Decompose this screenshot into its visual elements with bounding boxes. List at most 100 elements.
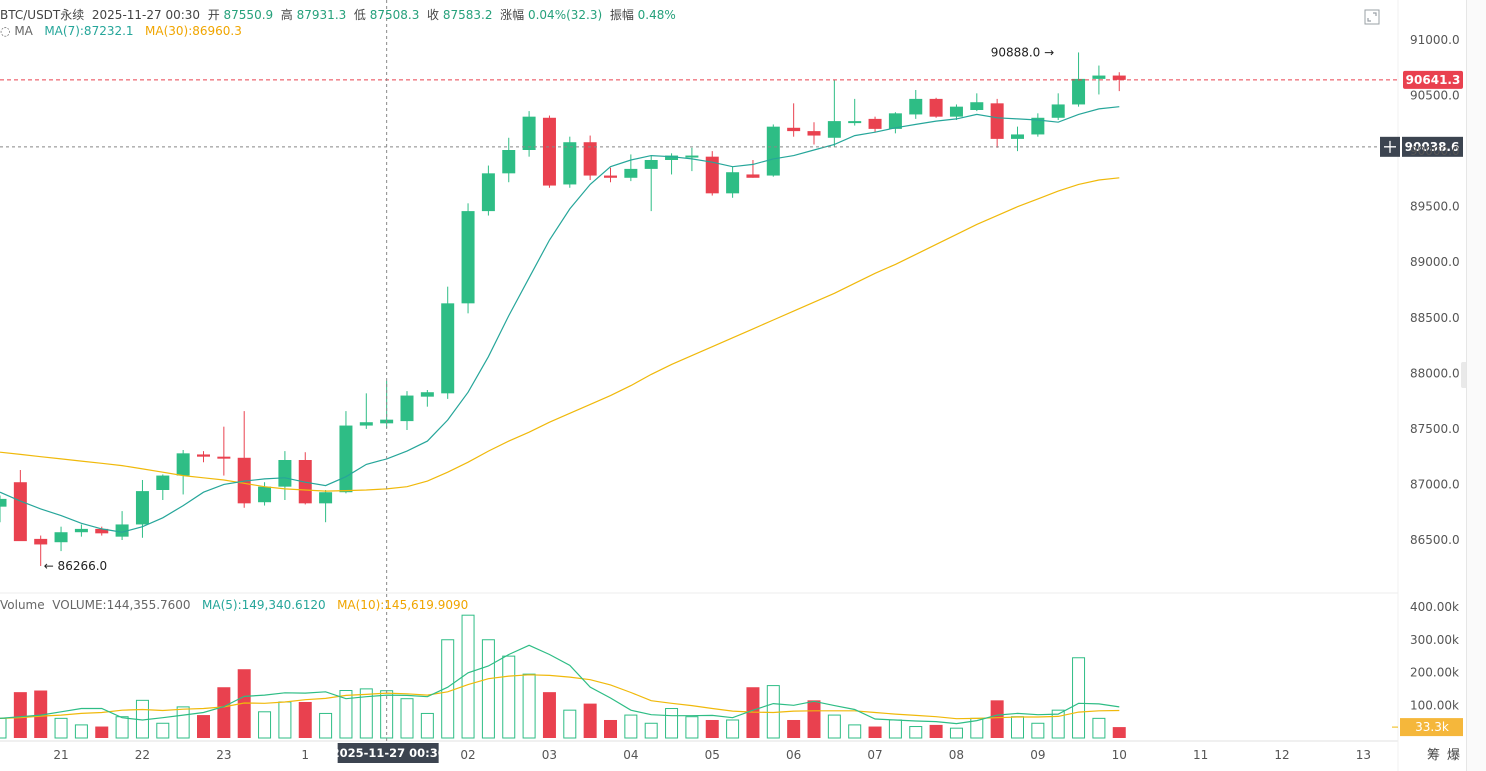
candle-body	[197, 454, 210, 457]
volume-bar	[827, 714, 841, 739]
expand-icon[interactable]	[1364, 9, 1380, 25]
volume-ma-lines	[0, 644, 1120, 725]
volume-bar	[217, 687, 231, 738]
change-value: 0.04%(32.3)	[527, 8, 603, 22]
axes: 91000.0 90500.0 90000.0 89500.0 89000.0 88500…	[53, 33, 1460, 763]
volume-ma5-value: MA(5):149,340.6120	[202, 598, 326, 612]
volume-bar	[115, 716, 129, 739]
volume-bar	[339, 690, 353, 739]
ma7-line	[0, 106, 1120, 533]
volume-bar	[1092, 717, 1106, 739]
ma-legend[interactable]: ◌ MA MA(7):87232.1 MA(30):86960.3	[0, 24, 242, 38]
price-ma-lines	[0, 106, 1120, 533]
volume-bar	[583, 703, 597, 738]
volume-bar	[644, 722, 658, 739]
candle-body	[339, 425, 353, 493]
price-tick-label: 86500.0	[1410, 533, 1460, 547]
volume-bar	[624, 714, 638, 739]
crosshair-time-badge	[337, 743, 439, 763]
ma7-value: MA(7):87232.1	[44, 24, 134, 38]
symbol-label: BTC/USDT永续	[0, 8, 85, 22]
eye-icon[interactable]: ◌	[0, 24, 11, 38]
candle-body	[604, 175, 617, 178]
candle-body	[278, 460, 292, 487]
date-tick-label: 06	[786, 748, 801, 762]
open-value: 87550.9	[223, 8, 274, 22]
volume-bar	[563, 709, 577, 739]
ma30-line	[0, 177, 1120, 492]
volume-bar	[176, 706, 190, 739]
volume-bar	[787, 719, 801, 738]
price-tick-label: 90000.0	[1410, 144, 1460, 158]
volume-bar	[74, 724, 88, 739]
volume-bar	[156, 722, 170, 739]
candle-body	[176, 453, 190, 476]
price-tick-label: 89500.0	[1410, 200, 1460, 214]
volume-bar	[909, 726, 923, 739]
candle-body	[1031, 117, 1045, 135]
date-tick-label: 1	[301, 748, 309, 762]
price-tick-label: 87500.0	[1410, 422, 1460, 436]
date-tick-label: 09	[1030, 748, 1045, 762]
volume-tick-label: 400.00k	[1410, 600, 1459, 614]
grid	[0, 0, 1399, 771]
price-tick-label: 87000.0	[1410, 477, 1460, 491]
volume-legend-name: Volume	[0, 598, 45, 612]
volume-bar	[237, 669, 251, 738]
candle-body	[1092, 75, 1106, 79]
volume-bar	[949, 727, 963, 739]
liquidation-button[interactable]: 爆	[1447, 748, 1460, 763]
volume-bar	[441, 639, 455, 739]
candle-body	[868, 118, 882, 129]
ohlc-header: BTC/USDT永续 2025-11-27 00:30 开 87550.9 高 …	[0, 8, 676, 22]
volume-bar	[13, 692, 27, 738]
crosshair-price-badge	[1402, 136, 1463, 157]
candle-body	[746, 174, 760, 178]
volume-bar	[34, 690, 48, 738]
date-tick-label: 21	[53, 748, 68, 762]
volume-tick-label: 200.00k	[1410, 666, 1459, 680]
high-value: 87931.3	[296, 8, 347, 22]
candle-body	[1051, 104, 1065, 118]
candle-body	[441, 303, 455, 394]
volume-bar	[359, 688, 373, 739]
candle-body	[522, 116, 536, 150]
volume-bar	[1011, 716, 1024, 739]
close-value: 87583.2	[442, 8, 493, 22]
volume-last-badge	[1400, 718, 1463, 737]
candle-body	[827, 121, 841, 138]
volume-tick-label: 300.00k	[1410, 633, 1459, 647]
volume-bar	[888, 719, 902, 739]
date-tick-label: 04	[623, 748, 638, 762]
candle-body	[685, 155, 699, 158]
price-tick-label: 89000.0	[1410, 255, 1460, 269]
volume-last-label: 33.3k	[1415, 720, 1449, 734]
date-tick-label: 12	[1274, 748, 1289, 762]
candle-body	[54, 532, 68, 543]
volume-bar	[542, 692, 556, 738]
candle-body	[990, 103, 1004, 139]
volume-tick-label: 100.00k	[1410, 698, 1459, 712]
candle-body	[258, 486, 272, 503]
candle-body	[1011, 134, 1024, 139]
panel-collapse-handle[interactable]	[1461, 362, 1469, 388]
date-tick-label: 22	[135, 748, 150, 762]
volume-legend[interactable]: Volume VOLUME:144,355.7600 MA(5):149,340…	[0, 598, 468, 612]
price-tick-label: 88500.0	[1410, 311, 1460, 325]
chip-distribution-button[interactable]: 筹	[1427, 747, 1440, 763]
candle-body	[34, 538, 48, 545]
volume-bar	[807, 700, 821, 738]
volume-bar	[522, 673, 536, 739]
date-tick-label: 23	[216, 748, 231, 762]
candle-body	[726, 172, 740, 194]
volume-ma10-line	[0, 674, 1120, 720]
volume-bar	[848, 724, 862, 739]
candle-body	[563, 142, 577, 185]
date-tick-label: 03	[542, 748, 557, 762]
candle-body	[115, 524, 129, 537]
candle-body	[848, 121, 862, 124]
candle-body	[156, 475, 170, 490]
candle-body	[461, 211, 475, 304]
volume-bar	[929, 724, 943, 738]
